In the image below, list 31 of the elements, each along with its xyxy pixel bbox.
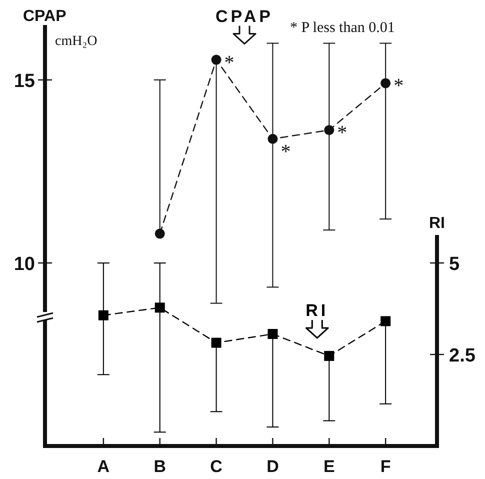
x-tick-label: B [154, 457, 166, 476]
point [324, 125, 334, 136]
point [268, 134, 278, 144]
point [211, 338, 222, 348]
x-tick-label: C [210, 457, 222, 476]
x-tick-label: A [97, 457, 110, 476]
y-tick-label: 10 [14, 254, 35, 275]
annotation: * [394, 75, 404, 98]
annotation: * P less than 0.01 [290, 20, 395, 36]
point [380, 78, 391, 88]
series-label: RI [306, 300, 329, 320]
x-tick-label: E [323, 457, 335, 476]
point [380, 316, 391, 326]
point [154, 228, 165, 239]
annotation: cmH₂O [55, 34, 98, 49]
annotation: * [224, 52, 234, 74]
point [324, 350, 334, 361]
point [154, 302, 165, 313]
y2-tick-label: 2.5 [449, 345, 476, 366]
y2-axis-title: RI [429, 214, 445, 232]
y2-tick-label: 5 [449, 254, 460, 275]
x-tick-label: D [266, 457, 279, 476]
annotation: * [280, 140, 291, 163]
x-tick-label: F [380, 457, 391, 476]
point [211, 54, 222, 65]
y-axis-title: CPAP [23, 8, 67, 25]
y-tick-label: 15 [14, 70, 36, 92]
point [98, 310, 108, 320]
point [268, 328, 278, 339]
series-label: CPAP [216, 6, 274, 26]
annotation: * [337, 122, 348, 144]
